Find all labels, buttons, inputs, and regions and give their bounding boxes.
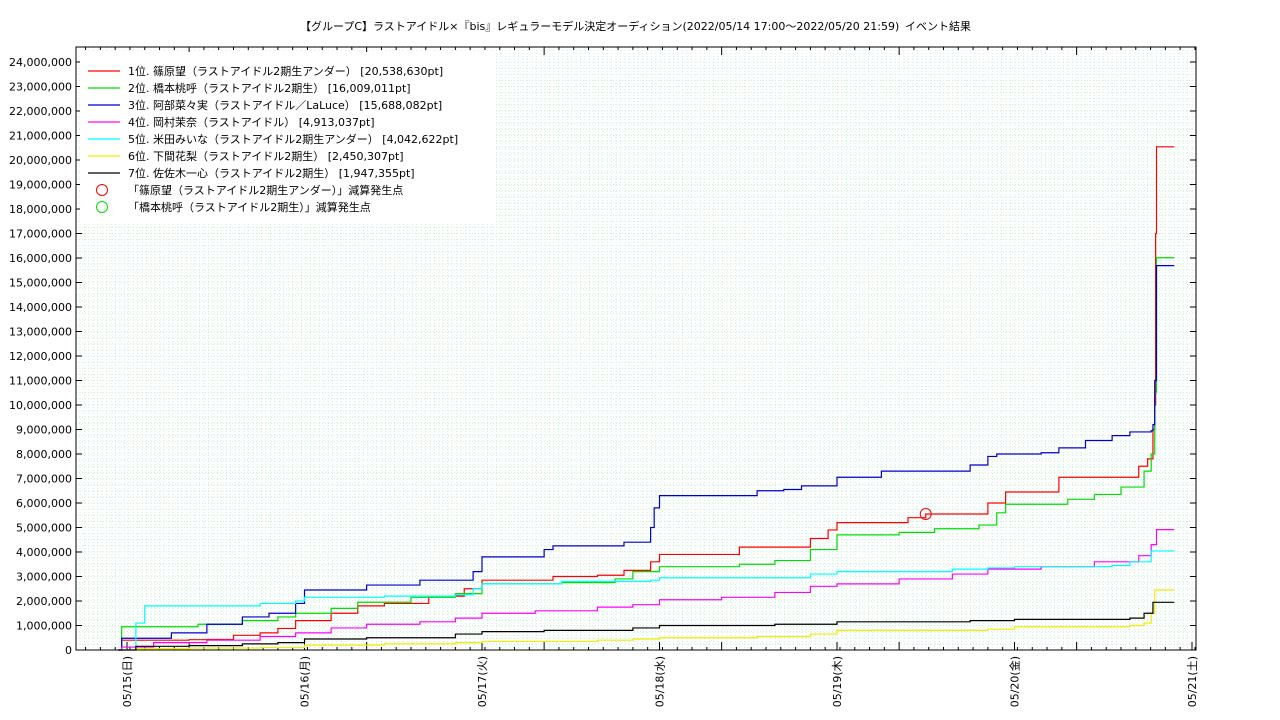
chart-subtitle: イベント結果 [905,19,971,33]
series-line-5 [118,550,1175,651]
y-tick-label: 23,000,000 [9,81,72,94]
y-tick-label: 15,000,000 [9,277,72,290]
y-tick-label: 3,000,000 [16,571,72,584]
legend-entry-5: 5位. 米田みいな（ラストアイドル2期生アンダー） [4,042,622pt] [128,132,458,146]
y-tick-label: 8,000,000 [16,448,72,461]
y-tick-label: 12,000,000 [9,350,72,363]
y-tick-label: 4,000,000 [16,546,72,559]
y-tick-label: 7,000,000 [16,473,72,486]
legend-marker-1 [96,184,108,196]
y-tick-label: 9,000,000 [16,424,72,437]
y-tick-label: 24,000,000 [9,56,72,69]
y-tick-label: 19,000,000 [9,179,72,192]
x-tick-label: 05/17(火) [476,656,489,707]
y-tick-label: 14,000,000 [9,301,72,314]
markers [919,508,932,521]
y-tick-label: 0 [65,644,72,657]
x-tick-label: 05/18(水) [654,656,667,707]
legend: 1位. 篠原望（ラストアイドル2期生アンダー） [20,538,630pt] 2位… [80,52,495,224]
legend-marker-entry-1: 「篠原望（ラストアイドル2期生アンダー）」減算発生点 [128,183,403,197]
legend-entry-4: 4位. 岡村茉奈（ラストアイドル） [4,913,037pt] [128,115,375,129]
legend-marker-entry-2: 「橋本桃呼（ラストアイドル2期生）」減算発生点 [128,200,371,214]
series-line-1 [118,146,1175,651]
legend-entry-7: 7位. 佐佐木一心（ラストアイドル2期生） [1,947,355pt] [128,166,415,180]
series-lines [118,146,1175,651]
legend-entry-6: 6位. 下間花梨（ラストアイドル2期生） [2,450,307pt] [128,149,404,163]
x-tick-label: 05/15(日) [121,656,134,707]
legend-entry-2: 2位. 橋本桃呼（ラストアイドル2期生） [16,009,011pt] [128,81,411,95]
marker-point-1 [919,508,932,521]
plot-frame [75,46,1197,651]
y-tick-label: 2,000,000 [16,595,72,608]
y-tick-label: 13,000,000 [9,326,72,339]
axes: 0 1,000,000 2,000,000 3,000,000 4,000,000 5,0… [9,46,1199,707]
x-tick-label: 05/21(土) [1186,656,1199,707]
y-tick-label: 10,000,000 [9,399,72,412]
y-tick-label: 18,000,000 [9,203,72,216]
legend-entry-1: 1位. 篠原望（ラストアイドル2期生アンダー） [20,538,630pt] [128,64,443,78]
x-tick-label: 05/16(月) [299,656,312,707]
y-tick-label: 6,000,000 [16,497,72,510]
y-tick-label: 17,000,000 [9,228,72,241]
series-line-6 [118,589,1175,651]
series-line-3 [118,265,1175,651]
y-tick-label: 11,000,000 [9,375,72,388]
legend-entry-3: 3位. 阿部菜々実（ラストアイドル／LaLuce） [15,688,082pt] [128,98,442,112]
y-tick-label: 1,000,000 [16,620,72,633]
series-line-7 [118,601,1175,651]
chart-title: 【グループC】ラストアイドル×『bis』レギュラーモデル決定オーディション(20… [300,19,899,33]
legend-background [80,52,495,224]
y-tick-label: 22,000,000 [9,105,72,118]
legend-marker-2 [96,201,108,213]
y-tick-label: 20,000,000 [9,154,72,167]
x-tick-label: 05/20(金) [1008,656,1022,707]
x-tick-label: 05/19(木) [831,656,844,707]
y-tick-label: 16,000,000 [9,252,72,265]
y-tick-label: 5,000,000 [16,522,72,535]
y-tick-label: 21,000,000 [9,130,72,143]
